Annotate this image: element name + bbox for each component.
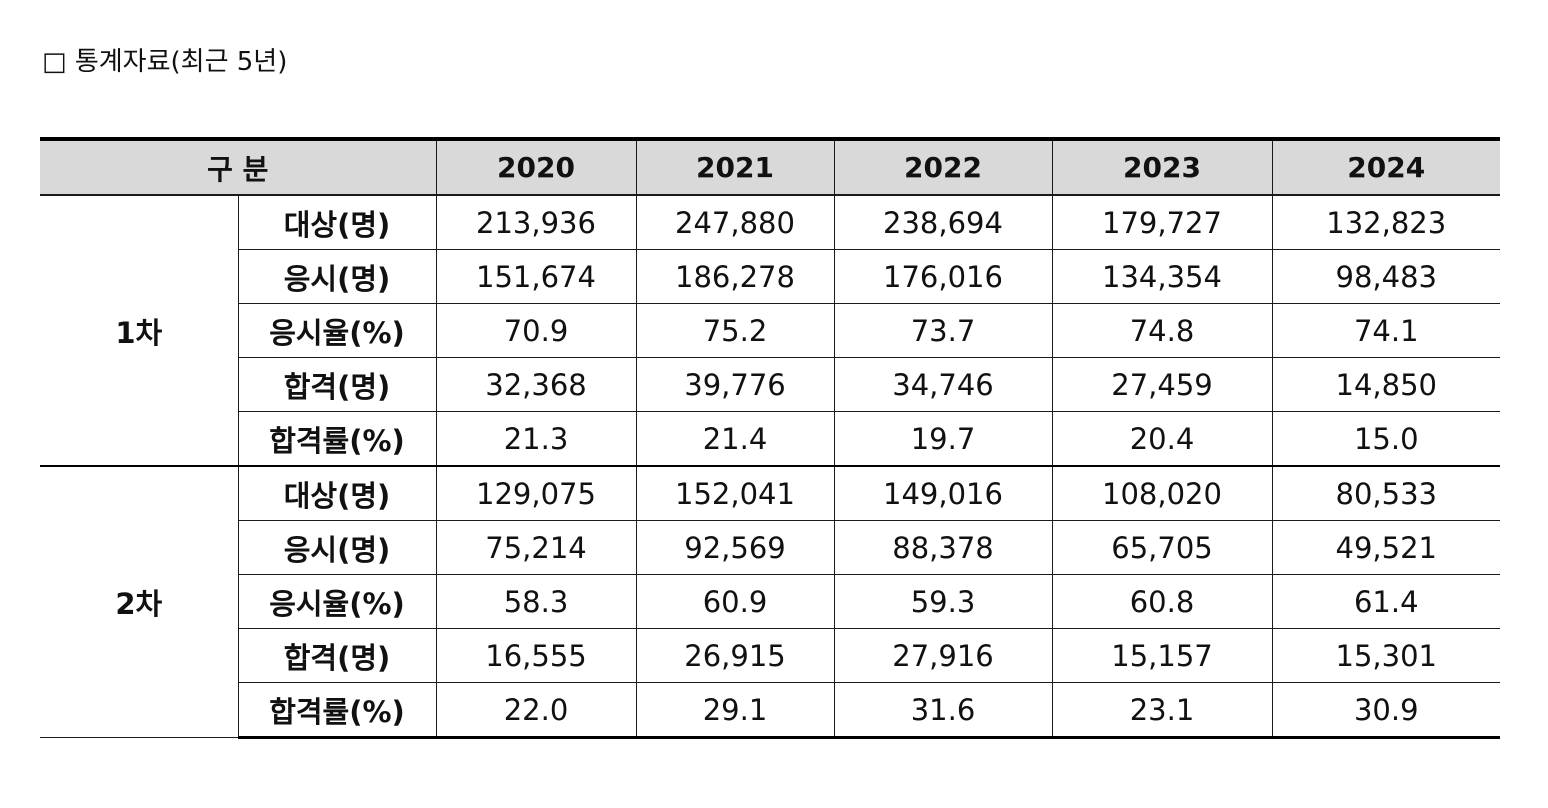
value-cell: 15.0 — [1271, 411, 1500, 467]
value-cell: 238,694 — [833, 194, 1053, 250]
value-cell: 58.3 — [435, 574, 637, 629]
table-row: 응시(명) 151,674 186,278 176,016 134,354 98… — [40, 249, 1500, 304]
metric-label: 대상(명) — [237, 194, 437, 250]
value-cell: 30.9 — [1271, 682, 1500, 739]
value-cell: 88,378 — [833, 520, 1053, 575]
value-cell: 149,016 — [833, 465, 1053, 521]
metric-label: 대상(명) — [237, 465, 437, 521]
value-cell: 132,823 — [1271, 194, 1500, 250]
value-cell: 70.9 — [435, 303, 637, 358]
value-cell: 176,016 — [833, 249, 1053, 304]
value-cell: 59.3 — [833, 574, 1053, 629]
value-cell: 27,916 — [833, 628, 1053, 683]
value-cell: 80,533 — [1271, 465, 1500, 521]
value-cell: 23.1 — [1051, 682, 1273, 739]
table-row: 응시(명) 75,214 92,569 88,378 65,705 49,521 — [40, 520, 1500, 575]
header-category: 구 분 — [40, 137, 437, 196]
metric-label: 합격(명) — [238, 628, 437, 683]
value-cell: 152,041 — [635, 465, 835, 521]
value-cell: 15,157 — [1051, 628, 1273, 683]
value-cell: 186,278 — [635, 249, 835, 304]
value-cell: 22.0 — [435, 682, 637, 739]
value-cell: 74.1 — [1271, 303, 1500, 358]
metric-label: 합격(명) — [238, 357, 437, 412]
value-cell: 75,214 — [435, 520, 637, 575]
value-cell: 73.7 — [833, 303, 1053, 358]
value-cell: 74.8 — [1051, 303, 1273, 358]
header-year: 2023 — [1051, 137, 1273, 196]
value-cell: 21.3 — [435, 411, 637, 467]
metric-label: 응시(명) — [238, 520, 437, 575]
value-cell: 27,459 — [1051, 357, 1273, 412]
value-cell: 29.1 — [635, 682, 835, 739]
value-cell: 31.6 — [833, 682, 1053, 739]
value-cell: 213,936 — [435, 194, 637, 250]
value-cell: 60.9 — [635, 574, 835, 629]
header-year: 2020 — [435, 137, 637, 196]
table-row: 합격률(%) 22.0 29.1 31.6 23.1 30.9 — [40, 682, 1500, 739]
table-row: 1차 대상(명) 213,936 247,880 238,694 179,727… — [40, 194, 1500, 467]
value-cell: 247,880 — [635, 194, 835, 250]
table-row: 합격(명) 32,368 39,776 34,746 27,459 14,850 — [40, 357, 1500, 412]
value-cell: 151,674 — [435, 249, 637, 304]
value-cell: 19.7 — [833, 411, 1053, 467]
header-year: 2021 — [635, 137, 835, 196]
metric-label: 응시(명) — [238, 249, 437, 304]
metric-label: 응시율(%) — [238, 574, 437, 629]
metric-label: 합격률(%) — [238, 411, 437, 467]
value-cell: 14,850 — [1271, 357, 1500, 412]
value-cell: 32,368 — [435, 357, 637, 412]
value-cell: 92,569 — [635, 520, 835, 575]
stage-label: 1차 — [40, 194, 239, 467]
value-cell: 15,301 — [1271, 628, 1500, 683]
table-row: 응시율(%) 70.9 75.2 73.7 74.8 74.1 — [40, 303, 1500, 358]
value-cell: 34,746 — [833, 357, 1053, 412]
table-row: 합격률(%) 21.3 21.4 19.7 20.4 15.0 — [40, 411, 1500, 467]
value-cell: 179,727 — [1051, 194, 1273, 250]
stage-label: 2차 — [40, 465, 239, 738]
header-year: 2022 — [833, 137, 1053, 196]
value-cell: 20.4 — [1051, 411, 1273, 467]
metric-label: 합격률(%) — [238, 682, 437, 739]
statistics-table: 구 분 2020 2021 2022 2023 2024 1차 대상(명) 21… — [40, 137, 1500, 739]
value-cell: 39,776 — [635, 357, 835, 412]
table-row: 응시율(%) 58.3 60.9 59.3 60.8 61.4 — [40, 574, 1500, 629]
table-row: 2차 대상(명) 129,075 152,041 149,016 108,020… — [40, 465, 1500, 738]
value-cell: 134,354 — [1051, 249, 1273, 304]
value-cell: 108,020 — [1051, 465, 1273, 521]
value-cell: 49,521 — [1271, 520, 1500, 575]
value-cell: 60.8 — [1051, 574, 1273, 629]
value-cell: 26,915 — [635, 628, 835, 683]
metric-label: 응시율(%) — [238, 303, 437, 358]
table-row: 합격(명) 16,555 26,915 27,916 15,157 15,301 — [40, 628, 1500, 683]
header-year: 2024 — [1271, 137, 1500, 196]
header-row: 구 분 2020 2021 2022 2023 2024 — [40, 137, 1500, 196]
value-cell: 61.4 — [1271, 574, 1500, 629]
value-cell: 98,483 — [1271, 249, 1500, 304]
value-cell: 65,705 — [1051, 520, 1273, 575]
value-cell: 75.2 — [635, 303, 835, 358]
value-cell: 21.4 — [635, 411, 835, 467]
value-cell: 16,555 — [435, 628, 637, 683]
value-cell: 129,075 — [435, 465, 637, 521]
section-title: □ 통계자료(최근 5년) — [42, 47, 288, 77]
